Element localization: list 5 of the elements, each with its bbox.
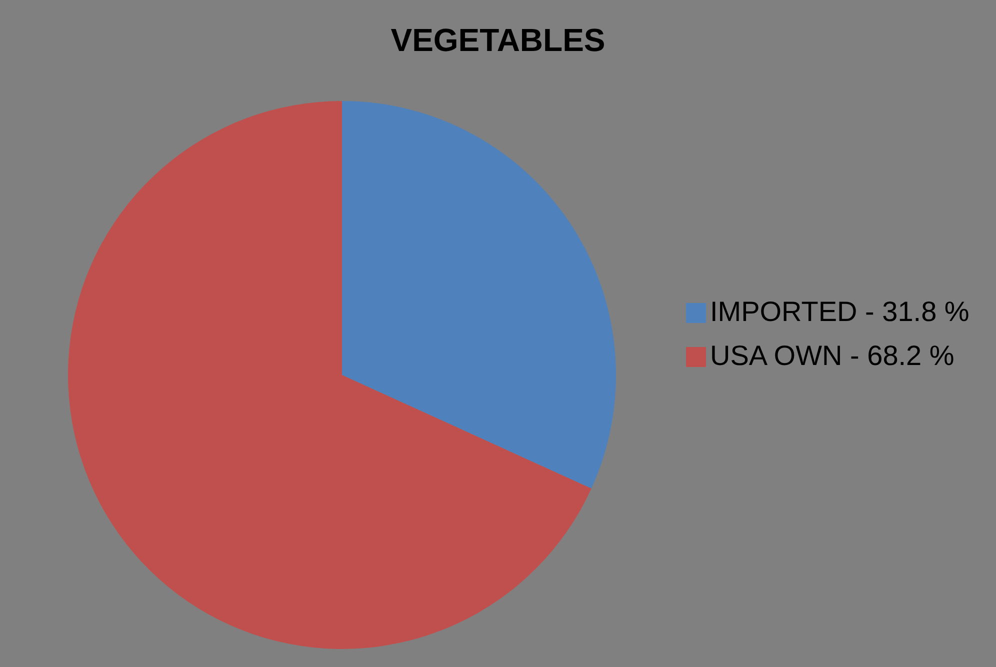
legend-label: USA OWN - 68.2 % bbox=[710, 340, 954, 370]
pie-slice bbox=[68, 101, 592, 649]
pie-slice bbox=[342, 101, 616, 489]
chart-title: VEGETABLES bbox=[390, 22, 606, 59]
legend-label: IMPORTED - 31.8 % bbox=[710, 296, 970, 326]
